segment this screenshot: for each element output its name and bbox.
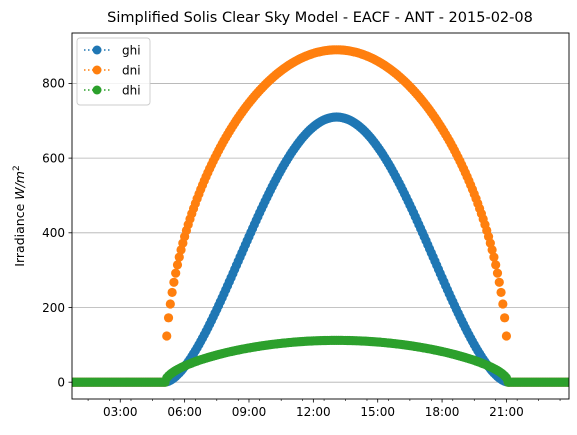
- data-point-dni: [496, 287, 506, 298]
- data-point-dni: [489, 252, 499, 262]
- legend-label-dni: dni: [122, 63, 141, 77]
- plot-frame: [71, 32, 570, 400]
- y-tick-label: 600: [42, 151, 65, 165]
- y-tick-label: 200: [42, 301, 65, 315]
- series-dhi: [72, 335, 569, 387]
- data-point-dni: [501, 331, 512, 341]
- x-tick-label: 06:00: [167, 405, 202, 419]
- y-axis-label-exponent: 2: [12, 165, 22, 171]
- legend-label-dhi: dhi: [122, 83, 141, 97]
- data-point-dhi: [564, 377, 569, 387]
- data-point-dni: [169, 277, 179, 287]
- series-ghi: [72, 112, 569, 387]
- data-point-dni: [172, 260, 183, 270]
- data-point-dni: [171, 268, 181, 278]
- y-axis: 0 200 400 600 800: [42, 77, 72, 389]
- data-point-dni: [167, 287, 177, 298]
- data-point-dni: [491, 260, 501, 270]
- data-point-dni: [500, 313, 510, 323]
- legend-marker-ghi: [92, 45, 102, 55]
- x-tick-label: 21:00: [489, 405, 524, 419]
- data-point-dni: [494, 277, 504, 287]
- y-axis-label: Irradiance W/m2: [12, 165, 27, 266]
- data-point-dni: [162, 331, 172, 341]
- x-tick-label: 09:00: [232, 405, 267, 419]
- legend-marker-dhi: [92, 85, 102, 95]
- data-point-dni: [487, 245, 497, 255]
- data-point-dni: [163, 313, 174, 323]
- data-point-dni: [174, 252, 184, 262]
- legend: ghi dni dhi: [76, 37, 151, 106]
- grid-layer: [72, 83, 569, 383]
- chart-title: Simplified Solis Clear Sky Model - EACF …: [107, 10, 533, 26]
- legend-label-ghi: ghi: [122, 43, 141, 57]
- y-axis-label-unit: W/m: [12, 171, 27, 200]
- x-tick-label: 12:00: [296, 405, 331, 419]
- x-tick-label: 15:00: [360, 405, 395, 419]
- series-layer: [72, 45, 569, 387]
- x-axis: 03:00 06:00 09:00 12:00 15:00 18:00 21:00: [87, 399, 561, 419]
- x-tick-label: 03:00: [103, 405, 138, 419]
- y-tick-label: 800: [42, 77, 65, 91]
- y-axis-label-prefix: Irradiance: [12, 200, 27, 267]
- data-point-dni: [498, 299, 508, 309]
- x-tick-label: 18:00: [425, 405, 460, 419]
- data-point-dni: [492, 268, 503, 278]
- legend-marker-dni: [92, 65, 102, 75]
- y-tick-label: 400: [42, 226, 65, 240]
- data-point-dni: [165, 299, 175, 309]
- y-tick-label: 0: [57, 375, 65, 389]
